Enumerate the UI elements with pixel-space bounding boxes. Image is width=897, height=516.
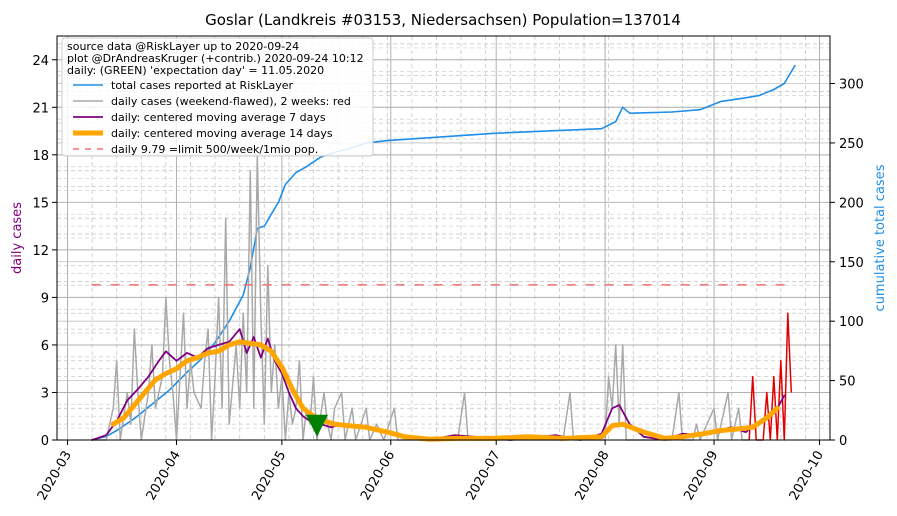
x-tick-label: 2020-08: [572, 449, 612, 504]
legend-annotation-line-1: source data @RiskLayer up to 2020-09-24: [67, 40, 299, 53]
y-right-tick-label: 100: [839, 315, 864, 330]
y-left-tick-label: 24: [32, 54, 49, 69]
legend-label: daily cases (weekend-flawed), 2 weeks: r…: [111, 95, 351, 108]
y-right-tick-label: 200: [839, 196, 864, 211]
x-tick-label: 2020-10: [787, 449, 827, 504]
series-line-daily-cases-last-2-weeks: [748, 312, 793, 441]
x-tick-label: 2020-06: [358, 449, 398, 504]
legend-label: total cases reported at RiskLayer: [111, 79, 294, 92]
legend-entries: total cases reported at RiskLayer daily c…: [73, 79, 351, 156]
x-tick-label: 2020-03: [35, 449, 75, 504]
x-tick-label: 2020-09: [681, 449, 721, 504]
y-right-tick-label: 0: [839, 434, 847, 449]
x-tick-label: 2020-07: [464, 449, 504, 504]
series-line-3: [110, 339, 780, 442]
y-right-tick-label: 250: [839, 137, 864, 152]
legend: source data @RiskLayer up to 2020-09-24 …: [61, 37, 374, 157]
y-left-tick-label: 12: [32, 244, 49, 259]
y-left-tick-label: 18: [32, 149, 49, 164]
y-left-tick-label: 6: [41, 339, 49, 354]
y-right-tick-label: 300: [839, 78, 864, 93]
y-axis-left-label: daily cases: [10, 202, 25, 274]
chart-title: Goslar (Landkreis #03153, Niedersachsen)…: [205, 11, 681, 29]
y-right-tick-label: 50: [839, 375, 856, 390]
y-left-tick-label: 15: [32, 196, 49, 211]
series-layer: [91, 64, 796, 442]
plot-frame: [56, 35, 831, 441]
legend-label: daily: centered moving average 7 days: [111, 111, 326, 124]
legend-label: daily 9.79 =limit 500/week/1mio pop.: [111, 143, 318, 156]
legend-box: [61, 37, 374, 157]
y-right-tick-label: 150: [839, 256, 864, 271]
legend-annotation-line-3: daily: (GREEN) 'expectation day' = 11.05…: [67, 64, 324, 77]
expectation-day-marker: [306, 414, 329, 437]
marker-layer: [306, 414, 329, 437]
y-left-tick-label: 0: [41, 434, 49, 449]
y-axis-right-label: cumulative total cases: [873, 164, 888, 311]
series-line-daily-cases: [92, 154, 750, 441]
y-left-tick-label: 9: [41, 291, 49, 306]
legend-annotation-line-2: plot @DrAndreasKruger (+contrib.) 2020-0…: [67, 52, 364, 65]
y-left-tick-label: 21: [32, 101, 49, 116]
x-tick-label: 2020-04: [144, 449, 184, 504]
y-left-tick-label: 3: [41, 386, 49, 401]
x-tick-label: 2020-05: [249, 449, 289, 504]
legend-label: daily: centered moving average 14 days: [111, 127, 333, 140]
